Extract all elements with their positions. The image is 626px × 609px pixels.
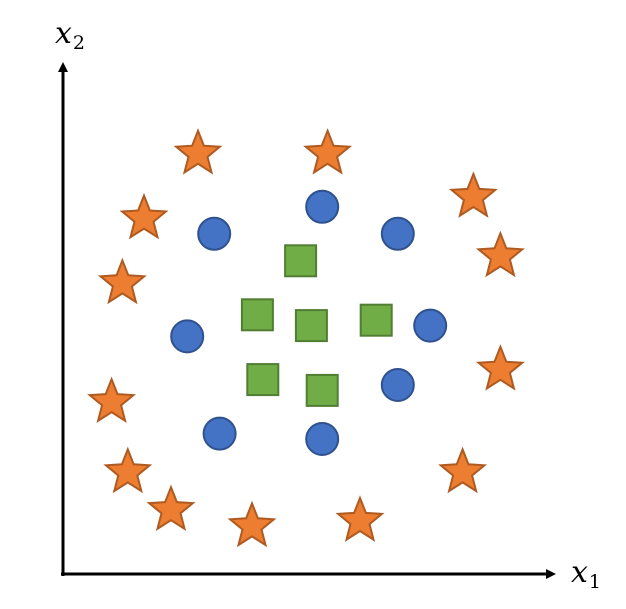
x-axis-label: x1	[571, 555, 601, 593]
star-point	[173, 128, 223, 175]
star-point	[475, 344, 525, 391]
circle-point	[380, 368, 415, 402]
circle-point	[305, 422, 340, 456]
circle-point	[413, 308, 448, 343]
square-point	[284, 244, 318, 278]
star-point	[103, 446, 153, 494]
circle-point	[202, 416, 237, 451]
star-point	[438, 446, 488, 494]
star-point	[475, 230, 525, 278]
square-point	[240, 298, 274, 332]
star-point	[97, 257, 147, 305]
circle-point	[380, 216, 415, 251]
star-point	[87, 376, 137, 424]
star-point	[448, 171, 498, 218]
star-point	[335, 495, 385, 542]
circle-point	[305, 189, 340, 224]
star-point	[303, 128, 353, 175]
star-point	[146, 484, 196, 532]
circle-point	[197, 216, 232, 251]
star-point	[119, 192, 169, 240]
circle-point	[170, 319, 205, 354]
square-point	[359, 303, 393, 337]
data-points	[87, 128, 525, 548]
star-point	[227, 500, 277, 548]
y-axis-label: x2	[55, 16, 85, 54]
square-point	[246, 363, 280, 397]
square-point	[305, 373, 339, 407]
square-point	[294, 309, 328, 343]
